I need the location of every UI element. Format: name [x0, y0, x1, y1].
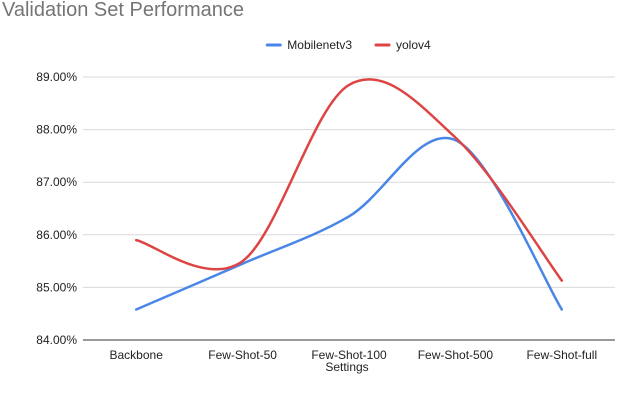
- y-tick-label: 85.00%: [36, 280, 77, 294]
- x-tick-label: Few-Shot-full: [526, 348, 597, 362]
- series-line-mobilenetv3: [134, 136, 564, 311]
- x-tick-label: Few-Shot-50: [208, 348, 277, 362]
- series-line-yolov4: [134, 78, 564, 282]
- gridlines: [83, 76, 615, 341]
- x-axis-title: Settings: [325, 360, 368, 374]
- x-tick-label: Few-Shot-100: [311, 348, 387, 362]
- legend-item-yolov4: yolov4: [374, 38, 431, 52]
- y-tick-label: 84.00%: [36, 333, 77, 347]
- x-tick-label: Few-Shot-500: [418, 348, 494, 362]
- legend-label: Mobilenetv3: [287, 38, 352, 52]
- y-tick-label: 89.00%: [36, 70, 77, 84]
- y-tick-label: 87.00%: [36, 175, 77, 189]
- y-tick-label: 88.00%: [36, 123, 77, 137]
- x-tick-label: Backbone: [110, 348, 164, 362]
- y-axis-ticks: 84.00% 85.00% 86.00% 87.00% 88.00% 89.00%: [36, 70, 77, 347]
- x-axis-ticks: Backbone Few-Shot-50 Few-Shot-100 Few-Shot-…: [110, 348, 598, 362]
- series-lines: [134, 78, 564, 311]
- legend: Mobilenetv3 yolov4: [265, 38, 431, 52]
- y-tick-label: 86.00%: [36, 228, 77, 242]
- legend-item-mobilenetv3: Mobilenetv3: [265, 38, 352, 52]
- legend-label: yolov4: [396, 38, 431, 52]
- chart-title: Validation Set Performance: [2, 0, 244, 21]
